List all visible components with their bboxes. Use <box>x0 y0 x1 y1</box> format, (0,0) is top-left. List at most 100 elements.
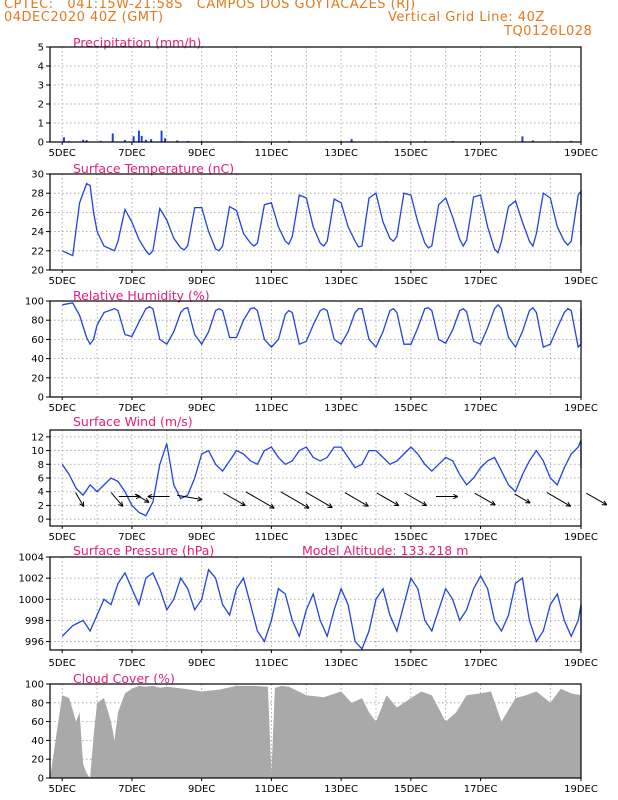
x-tick-label: 9DEC <box>188 784 215 795</box>
wind-arrow <box>110 492 124 507</box>
y-tick-label: 1004 <box>19 553 44 564</box>
y-tick-label: 0 <box>38 515 44 526</box>
x-tick-label: 17DEC <box>464 148 498 159</box>
wind-title: Surface Wind (m/s) <box>73 414 193 429</box>
x-tick-label: 19DEC <box>564 403 598 414</box>
y-tick-label: 4 <box>38 487 44 498</box>
y-tick-label: 4 <box>38 62 44 73</box>
precipitation-frame <box>49 46 582 143</box>
x-tick-label: 15DEC <box>394 276 428 287</box>
pressure-title: Surface Pressure (hPa) <box>73 543 214 558</box>
wind-arrow <box>134 493 150 503</box>
humidity-line <box>62 302 582 349</box>
y-tick-label: 26 <box>31 208 44 219</box>
x-tick-label: 15DEC <box>394 148 428 159</box>
x-tick-label: 13DEC <box>324 784 358 795</box>
wind-arrow <box>404 492 428 507</box>
humidity-panel: Relative Humidity (%) 0 20 40 60 80 100 5DEC 7DE… <box>25 288 598 414</box>
x-tick-label: 7DEC <box>118 276 145 287</box>
wind-arrow <box>75 492 85 508</box>
precip-bar <box>176 140 179 142</box>
precip-bar <box>137 130 140 142</box>
x-tick-label: 5DEC <box>49 658 76 669</box>
x-tick-label: 13DEC <box>324 532 358 543</box>
precip-bar <box>111 133 114 142</box>
humidity-title: Relative Humidity (%) <box>73 288 210 303</box>
wind-arrow <box>305 491 333 509</box>
precipitation-title: Precipitation (mm/h) <box>73 35 201 50</box>
x-tick-label: 15DEC <box>394 658 428 669</box>
x-tick-label: 13DEC <box>324 148 358 159</box>
pressure-panel: Surface Pressure (hPa) Model Altitude: 13… <box>19 543 598 669</box>
x-tick-label: 19DEC <box>564 276 598 287</box>
header-line2-left: 04DEC2020 40Z (GMT) <box>4 10 164 25</box>
x-tick-label: 11DEC <box>255 403 289 414</box>
precip-bar <box>144 139 147 142</box>
y-tick-label: 60 <box>31 717 44 728</box>
y-tick-label: 8 <box>38 460 44 471</box>
y-tick-label: 1000 <box>19 595 44 606</box>
wind-arrow <box>435 493 459 500</box>
x-tick-label: 19DEC <box>564 784 598 795</box>
x-tick-label: 11DEC <box>255 784 289 795</box>
temperature-title: Surface Temperature (nC) <box>73 161 234 176</box>
temperature-frame <box>49 173 582 271</box>
precip-bar <box>123 140 126 142</box>
y-tick-label: 0 <box>38 138 44 149</box>
x-tick-label: 13DEC <box>324 403 358 414</box>
x-tick-label: 7DEC <box>118 532 145 543</box>
y-tick-label: 12 <box>31 432 44 443</box>
cloud-cover-area <box>50 685 581 778</box>
model-altitude-label: Model Altitude: 133.218 m <box>302 543 468 558</box>
x-tick-label: 7DEC <box>118 784 145 795</box>
y-tick-label: 2 <box>38 100 44 111</box>
wind-arrow <box>514 493 531 504</box>
y-tick-label: 30 <box>31 170 44 181</box>
x-tick-label: 5DEC <box>49 148 76 159</box>
x-tick-label: 19DEC <box>564 532 598 543</box>
x-tick-label: 9DEC <box>188 148 215 159</box>
x-tick-label: 13DEC <box>324 658 358 669</box>
y-tick-label: 60 <box>31 335 44 346</box>
y-tick-label: 28 <box>31 189 44 200</box>
wind-arrow <box>344 492 369 507</box>
x-tick-label: 5DEC <box>49 403 76 414</box>
header-line1: CPTEC: 041:15W-21:58S CAMPOS DOS GOYTACA… <box>4 0 416 12</box>
precip-bar <box>531 140 534 142</box>
wind-arrow <box>223 492 246 507</box>
x-tick-label: 17DEC <box>464 403 498 414</box>
y-tick-label: 22 <box>31 246 44 257</box>
cloud-cover-frame <box>49 683 582 779</box>
x-tick-label: 7DEC <box>118 658 145 669</box>
cloud-cover-panel: Cloud Cover (%) 0 20 40 60 80 100 5DEC 7DEC 9DEC 1… <box>25 671 598 795</box>
precip-bar <box>140 135 143 142</box>
x-tick-label: 11DEC <box>255 148 289 159</box>
x-tick-label: 5DEC <box>49 784 76 795</box>
header-line3-right: TQ0126L028 <box>504 24 593 39</box>
x-tick-label: 17DEC <box>464 658 498 669</box>
y-tick-label: 5 <box>38 43 44 54</box>
cloud-cover-title: Cloud Cover (%) <box>73 671 175 686</box>
y-tick-label: 1002 <box>19 574 44 585</box>
precip-bar <box>160 130 163 142</box>
x-tick-label: 15DEC <box>394 403 428 414</box>
wind-arrow <box>176 494 203 502</box>
y-tick-label: 20 <box>31 373 44 384</box>
precip-bar <box>350 139 353 142</box>
y-tick-label: 10 <box>31 446 44 457</box>
x-tick-label: 11DEC <box>255 658 289 669</box>
x-tick-label: 7DEC <box>118 403 145 414</box>
x-tick-label: 17DEC <box>464 276 498 287</box>
x-tick-label: 5DEC <box>49 276 76 287</box>
temperature-line <box>61 182 582 257</box>
precip-bar <box>85 140 88 142</box>
wind-arrow <box>546 492 572 507</box>
x-tick-label: 19DEC <box>564 658 598 669</box>
temperature-panel: Surface Temperature (nC) 20 22 24 26 28 30 5DEC… <box>31 161 598 287</box>
x-tick-label: 7DEC <box>118 148 145 159</box>
y-tick-label: 80 <box>31 316 44 327</box>
y-tick-label: 2 <box>38 501 44 512</box>
x-tick-label: 9DEC <box>188 403 215 414</box>
x-tick-label: 11DEC <box>255 276 289 287</box>
precip-bar <box>150 139 153 142</box>
